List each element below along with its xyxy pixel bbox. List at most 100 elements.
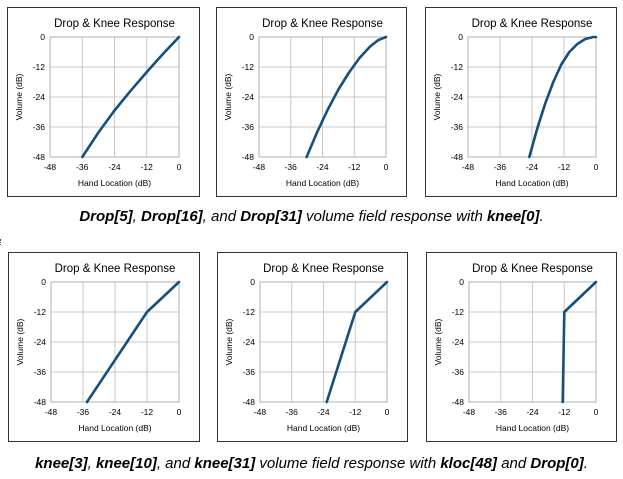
y-tick-label: -36 (34, 367, 47, 377)
chart-panel-4: Drop & Knee Response -48 -36 -24 -12 0 0 -12 -24… (8, 252, 200, 442)
y-tick-label: -12 (33, 62, 46, 72)
x-tick-label: -36 (494, 162, 507, 172)
y-tick-label: 0 (459, 277, 464, 287)
caption-top-part-2: Drop[16] (141, 208, 203, 225)
x-tick-label: -36 (495, 407, 508, 417)
y-tick-label: -24 (242, 92, 255, 102)
x-tick-label: -48 (254, 407, 267, 417)
y-tick-label: 0 (250, 277, 255, 287)
plot-frame (467, 36, 597, 158)
y-tick-label: -48 (243, 397, 256, 407)
y-tick-label: 0 (458, 32, 463, 42)
x-tick-label: -12 (348, 162, 361, 172)
chart-title: Drop & Knee Response (54, 18, 175, 30)
caption-bottom-sep-1: , (87, 455, 96, 472)
chart-svg-5: Drop & Knee Response -48 -36 -24 -12 0 0 -12 -24… (224, 263, 390, 433)
plot-frame (50, 281, 180, 403)
y-tick-label: -48 (451, 152, 464, 162)
caption-bottom: knee[3], knee[10], and knee[31] volume f… (0, 455, 623, 472)
series-line (305, 35, 388, 159)
caption-top-part-3: Drop[31] (240, 208, 302, 225)
y-tick-label: -48 (34, 397, 47, 407)
x-tick-label: -24 (108, 162, 121, 172)
x-tick-label: 0 (384, 162, 389, 172)
y-tick-label: -12 (243, 307, 256, 317)
caption-top: Drop[5], Drop[16], and Drop[31] volume f… (0, 208, 623, 225)
caption-top-part-1: Drop[5] (79, 208, 133, 225)
x-axis-label: Hand Location (dB) (78, 178, 151, 188)
chart-svg-1: Drop & Knee Response -48 -36 -24 -12 0 0 -12 -24… (14, 18, 182, 188)
chart-svg-2: Drop & Knee Response -48 -36 -24 -12 0 0 -12 -24… (223, 18, 389, 188)
plot-frame (468, 281, 597, 403)
y-tick-label: -36 (243, 367, 256, 377)
x-tick-label: -36 (77, 407, 90, 417)
y-axis-label: Volume (dB) (14, 73, 24, 120)
chart-svg-6: Drop & Knee Response -48 -36 -24 -12 0 0 -12 -24… (433, 263, 599, 433)
x-axis-label: Hand Location (dB) (495, 178, 568, 188)
y-tick-label: -48 (242, 152, 255, 162)
y-axis-label: Volume (dB) (15, 318, 25, 365)
x-tick-label: -24 (526, 407, 539, 417)
x-tick-label: 0 (385, 407, 390, 417)
y-tick-label: -24 (33, 92, 46, 102)
plot-frame (49, 36, 180, 158)
x-tick-label: -48 (44, 162, 57, 172)
x-tick-label: 0 (177, 407, 182, 417)
y-tick-label: -24 (243, 337, 256, 347)
chart-panel-6: Drop & Knee Response -48 -36 -24 -12 0 0 -12 -24… (426, 252, 617, 442)
x-tick-label: -12 (558, 407, 571, 417)
y-tick-label: -24 (451, 92, 464, 102)
y-tick-label: -48 (33, 152, 46, 162)
caption-top-sep-3: volume field response with (301, 208, 487, 225)
edge-mark (0, 239, 5, 245)
caption-bottom-sep-2: , and (156, 455, 195, 472)
x-tick-label: -36 (76, 162, 89, 172)
x-tick-label: -12 (141, 162, 154, 172)
x-tick-label: -48 (463, 407, 476, 417)
chart-title: Drop & Knee Response (263, 263, 384, 275)
chart-title: Drop & Knee Response (262, 18, 383, 30)
y-tick-label: -12 (452, 307, 465, 317)
caption-bottom-sep-3: volume field response with (255, 455, 441, 472)
y-tick-label: 0 (40, 32, 45, 42)
caption-bottom-part-3: knee[31] (194, 455, 256, 472)
y-axis-label: Volume (dB) (224, 318, 234, 365)
y-tick-label: -48 (452, 397, 465, 407)
y-tick-label: -24 (34, 337, 47, 347)
x-tick-label: 0 (594, 407, 599, 417)
caption-bottom-sep-4: and (497, 455, 531, 472)
x-axis-label: Hand Location (dB) (78, 423, 151, 433)
x-axis-label: Hand Location (dB) (287, 423, 360, 433)
y-tick-label: 0 (41, 277, 46, 287)
x-tick-label: -48 (462, 162, 475, 172)
x-tick-label: -12 (141, 407, 154, 417)
x-tick-label: -12 (349, 407, 362, 417)
x-tick-label: 0 (177, 162, 182, 172)
y-axis-label: Volume (dB) (432, 73, 442, 120)
x-axis-label: Hand Location (dB) (286, 178, 359, 188)
plot-frame (259, 281, 388, 403)
series-line (561, 280, 598, 404)
caption-top-sep-1: , (132, 208, 141, 225)
y-tick-label: -12 (34, 307, 47, 317)
chart-panel-2: Drop & Knee Response -48 -36 -24 -12 0 0 -12 -24… (216, 7, 407, 197)
series-line (85, 280, 181, 404)
chart-title: Drop & Knee Response (55, 263, 176, 275)
y-tick-label: -36 (451, 122, 464, 132)
y-tick-label: -24 (452, 337, 465, 347)
x-axis-label: Hand Location (dB) (496, 423, 569, 433)
x-tick-label: -12 (558, 162, 571, 172)
x-tick-label: -48 (253, 162, 266, 172)
chart-svg-3: Drop & Knee Response -48 -36 -24 -12 0 0 -12 -24… (432, 18, 599, 188)
plot-frame (258, 36, 387, 158)
y-tick-label: -36 (452, 367, 465, 377)
series-line (81, 35, 181, 159)
y-axis-label: Volume (dB) (433, 318, 443, 365)
x-tick-label: -24 (109, 407, 122, 417)
y-tick-label: 0 (249, 32, 254, 42)
chart-panel-3: Drop & Knee Response -48 -36 -24 -12 0 0 -12 -24… (425, 7, 617, 197)
caption-top-sep-4: . (539, 208, 544, 225)
chart-title: Drop & Knee Response (472, 263, 593, 275)
x-tick-label: -24 (526, 162, 539, 172)
x-tick-label: -24 (316, 162, 329, 172)
